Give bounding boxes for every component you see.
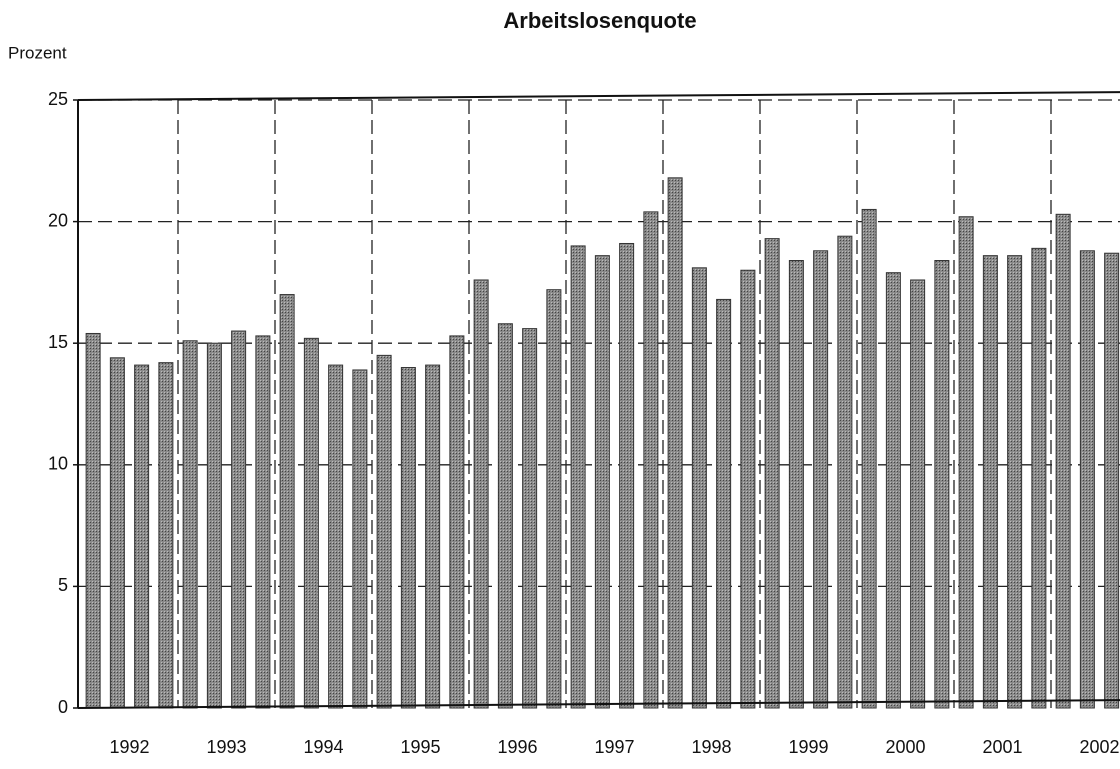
y-tick-label: 0 [58,697,68,717]
bar [85,332,101,709]
bar [303,337,319,709]
bar [885,272,901,709]
bar [158,362,174,709]
y-tick-label: 5 [58,575,68,595]
bar [328,364,344,709]
bar [934,260,950,709]
bar [1031,247,1047,709]
bar [667,177,683,709]
bar [134,364,150,709]
x-tick-label: 1994 [303,737,343,757]
bar [449,335,465,709]
bar [279,294,295,709]
bar [740,269,756,709]
bar [643,211,659,709]
bar [764,238,780,709]
y-tick-label: 10 [48,454,68,474]
y-axis-label: Prozent [8,43,67,62]
bar [400,367,416,709]
x-tick-label: 1992 [109,737,149,757]
x-tick-label: 2001 [982,737,1022,757]
bar [1079,250,1095,709]
bar [497,323,513,709]
bar [425,364,441,709]
bar [546,289,562,709]
bar [861,208,877,709]
bar [594,255,610,709]
bar [982,255,998,709]
x-tick-label: 1996 [497,737,537,757]
bar [1007,255,1023,709]
bar [570,245,586,709]
bar [1104,252,1120,709]
bar [813,250,829,709]
x-tick-label: 1995 [400,737,440,757]
x-tick-label: 2002 [1079,737,1119,757]
bar [910,279,926,709]
bar [206,342,222,709]
bar [837,235,853,709]
bar [1055,213,1071,709]
bar [109,357,125,709]
plot-top [77,91,1120,101]
x-tick-label: 1999 [788,737,828,757]
bar [716,298,732,709]
bar [522,328,538,709]
bar [255,335,271,709]
y-tick-label: 15 [48,332,68,352]
x-tick-label: 1998 [691,737,731,757]
bar [376,354,392,709]
x-tick-label: 1997 [594,737,634,757]
bar [473,279,489,709]
bar [958,216,974,709]
bar [691,267,707,709]
y-tick-label: 25 [48,89,68,109]
y-tick-label: 20 [48,210,68,230]
bar [788,260,804,709]
bar [182,340,198,709]
bar [619,242,635,709]
x-tick-label: 2000 [885,737,925,757]
bar [352,369,368,709]
x-tick-label: 1993 [206,737,246,757]
bar [231,330,247,709]
x-axis [77,699,1120,709]
chart-title: Arbeitslosenquote [503,8,696,33]
